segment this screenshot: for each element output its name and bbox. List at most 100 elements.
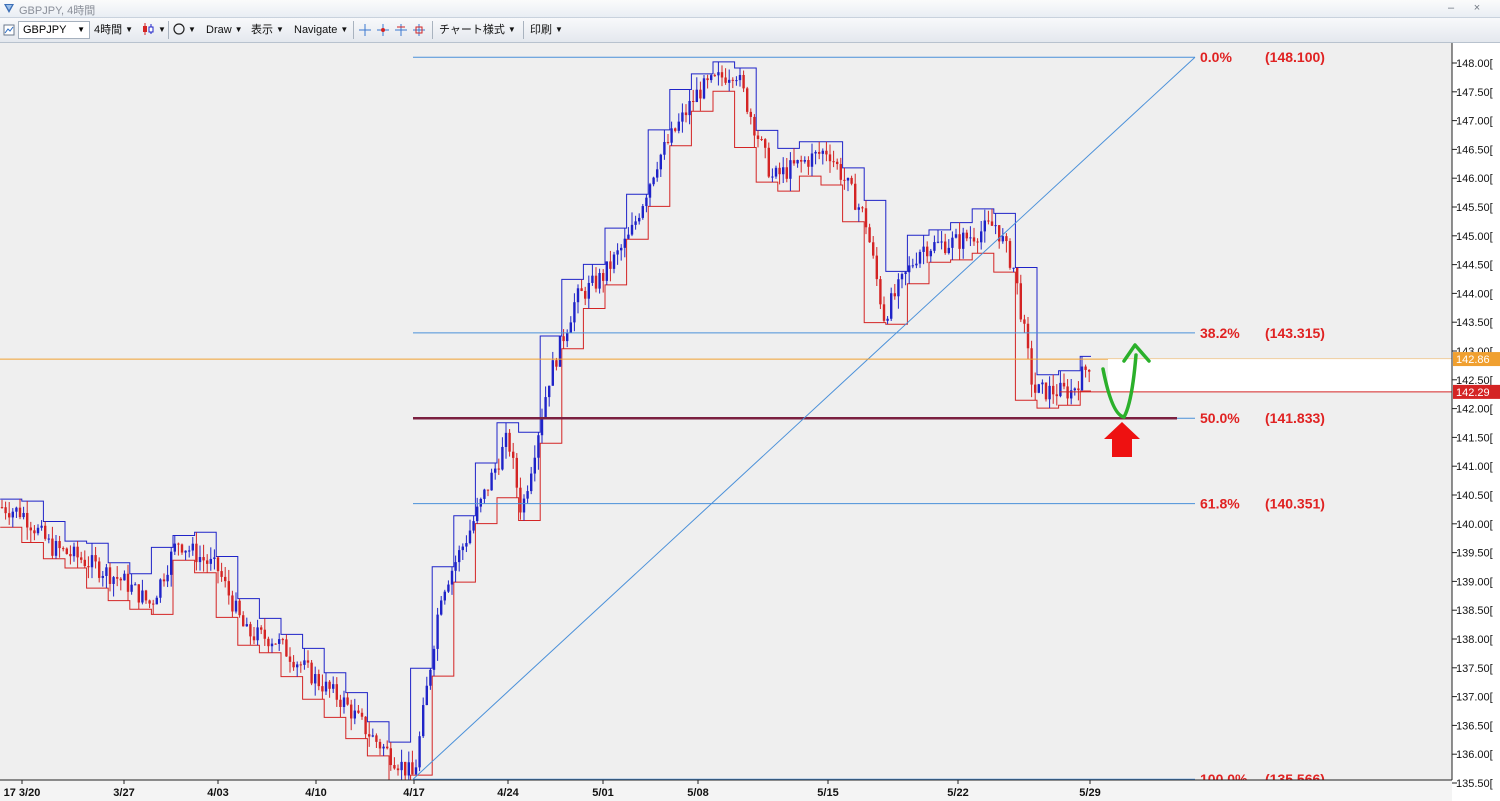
ask-price-value: 142.86 [1456, 354, 1490, 366]
candle-body [465, 543, 468, 547]
candle-body [641, 206, 644, 218]
chevron-down-icon: ▼ [158, 25, 166, 34]
candle-body [713, 75, 716, 77]
candle-body [580, 288, 583, 291]
candle-body [180, 544, 184, 553]
shapes-menu[interactable]: ▼ [173, 21, 196, 39]
candle-body [425, 685, 428, 706]
candle-body [695, 89, 698, 103]
candle-body [58, 541, 61, 549]
candle-body [522, 498, 526, 513]
x-tick-label: 4/17 [403, 787, 424, 799]
candle-type-menu[interactable]: ▼ [141, 21, 166, 39]
candle-body [918, 251, 922, 264]
candle-body [900, 274, 904, 280]
candle-body [209, 558, 212, 564]
candle-body [234, 600, 238, 612]
window-title: GBPJPY, 4時間 [19, 5, 96, 17]
candle-body [656, 169, 659, 178]
candle-body [119, 578, 122, 581]
draw-menu[interactable]: Draw ▼ [206, 21, 243, 39]
candle-body [677, 121, 680, 131]
candle-body [256, 627, 259, 641]
window-titlebar: GBPJPY, 4時間 – × [0, 0, 1500, 18]
candle-body [753, 116, 756, 136]
y-tick-label: 147.50[ [1456, 87, 1493, 99]
candle-body [306, 660, 310, 663]
candle-body [368, 734, 371, 737]
candle-body [810, 153, 814, 167]
candle-body [616, 250, 619, 255]
candle-body [926, 246, 929, 257]
candle-body [832, 161, 835, 163]
candle-body [353, 710, 356, 719]
candle-body [652, 177, 655, 185]
candle-body [764, 139, 767, 148]
chevron-down-icon: ▼ [276, 25, 284, 34]
candle-body [915, 263, 918, 266]
candle-body [987, 220, 990, 222]
candle-body [944, 241, 947, 254]
candle-body [328, 681, 331, 689]
chart-style-menu[interactable]: チャート様式 ▼ [439, 21, 516, 39]
y-tick-label: 139.50[ [1456, 548, 1493, 560]
x-tick-label: 5/08 [687, 787, 708, 799]
navigate-menu[interactable]: Navigate ▼ [294, 21, 348, 39]
candle-body [990, 221, 994, 226]
candle-body [11, 511, 14, 518]
close-button[interactable]: × [1473, 2, 1481, 14]
candle-body [1019, 283, 1022, 320]
timeframe-menu[interactable]: 4時間 ▼ [94, 21, 133, 39]
candle-body [569, 322, 572, 333]
crosshair-reset-icon[interactable] [413, 24, 425, 36]
price-axis[interactable] [1452, 43, 1500, 801]
candle-body [558, 336, 562, 367]
time-axis[interactable] [0, 780, 1452, 801]
candle-body [1026, 323, 1030, 349]
candle-body [378, 741, 382, 749]
candle-body [116, 577, 119, 579]
price-chart[interactable]: 0.0% (148.100) 38.2% (143.315) 50.0% (141.833… [0, 43, 1500, 801]
crosshair-minus-icon[interactable] [395, 24, 407, 36]
candle-body [537, 435, 540, 458]
fib-trend-line[interactable] [412, 56, 1196, 780]
candle-body [400, 761, 403, 771]
crosshair-icon[interactable] [359, 24, 371, 36]
candle-body [839, 164, 842, 180]
candle-body [807, 159, 810, 167]
print-label: 印刷 [530, 24, 552, 36]
candle-body [1012, 267, 1015, 269]
candle-body [954, 234, 958, 238]
candle-body [332, 684, 335, 689]
bid-price-tag [1453, 384, 1500, 399]
symbol-select[interactable]: GBPJPY ▼ [18, 21, 90, 39]
crosshair-plus-icon[interactable] [377, 24, 389, 36]
candle-body [155, 597, 158, 605]
candle-body [936, 241, 940, 243]
candle-body [242, 615, 245, 627]
y-tick-label: 145.50[ [1456, 202, 1493, 214]
candle-body [80, 557, 83, 560]
display-menu[interactable]: 表示 ▼ [251, 21, 284, 39]
candle-body [177, 543, 180, 545]
candle-body [544, 397, 547, 418]
candle-body [152, 603, 155, 605]
candle-body [40, 525, 43, 528]
candle-body [432, 648, 436, 670]
candle-body [375, 735, 378, 742]
candle-body [389, 748, 392, 766]
candle-body [270, 643, 274, 647]
candle-body [144, 590, 148, 601]
y-tick-label: 145.00[ [1456, 231, 1493, 243]
candle-body [1034, 384, 1037, 393]
candle-body [792, 160, 796, 164]
candle-body [360, 712, 364, 717]
candle-body [540, 417, 544, 436]
candle-body [702, 78, 706, 99]
print-menu[interactable]: 印刷 ▼ [530, 21, 563, 39]
candle-body [472, 521, 475, 531]
candle-body [627, 234, 630, 239]
minimize-button[interactable]: – [1447, 2, 1455, 14]
plot-area[interactable] [0, 43, 1452, 780]
y-tick-label: 142.50[ [1456, 375, 1493, 387]
